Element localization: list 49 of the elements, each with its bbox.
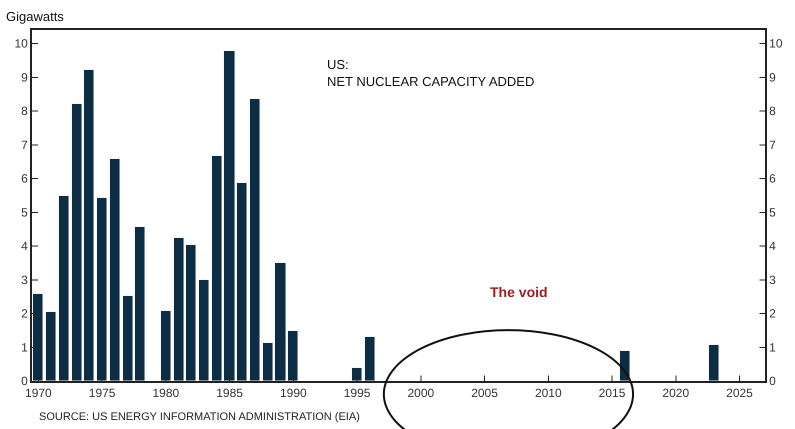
bar bbox=[46, 312, 56, 381]
y2-tick-label: 7 bbox=[769, 138, 776, 152]
x-tick-label: 2020 bbox=[662, 386, 690, 400]
y2-tick-label: 2 bbox=[769, 306, 776, 321]
bar bbox=[58, 196, 69, 381]
source-note: SOURCE: US ENERGY INFORMATION ADMINISTRATION (EIA) bbox=[39, 411, 360, 423]
y-tick-label: 8 bbox=[21, 104, 28, 118]
y-tick-label: 1 bbox=[21, 340, 28, 354]
x-tick-label: 1995 bbox=[344, 386, 371, 400]
bar bbox=[250, 98, 260, 381]
y-tick-label: 2 bbox=[21, 306, 28, 321]
y2-tick-label: 5 bbox=[769, 205, 776, 220]
y2-tick-label: 9 bbox=[769, 70, 776, 84]
bar bbox=[198, 280, 209, 381]
x-tick-label: 2005 bbox=[471, 386, 498, 400]
y2-tick-label: 0 bbox=[769, 374, 776, 388]
x-tick-label: 1975 bbox=[88, 386, 116, 400]
annotation: The void bbox=[490, 284, 548, 300]
x-tick-label: 1985 bbox=[216, 386, 244, 400]
y2-tick-label: 6 bbox=[769, 172, 776, 186]
y2-tick-label: 4 bbox=[769, 239, 776, 254]
y-tick-label: 5 bbox=[21, 205, 28, 220]
bar bbox=[96, 198, 107, 381]
bar bbox=[110, 158, 120, 381]
bar bbox=[708, 344, 719, 381]
y-tick-label: 9 bbox=[21, 70, 28, 84]
x-tick-label: 1990 bbox=[280, 386, 307, 400]
y-tick-label: 4 bbox=[21, 239, 28, 254]
bar bbox=[364, 336, 375, 381]
y-tick-label: 0 bbox=[21, 374, 28, 388]
y2-tick-label: 10 bbox=[769, 36, 783, 51]
y-tick-label: 7 bbox=[21, 138, 28, 152]
x-tick-label: 2000 bbox=[407, 386, 434, 400]
y2-tick-label: 1 bbox=[769, 340, 776, 354]
y2-tick-label: 3 bbox=[769, 272, 776, 287]
y-tick-label: 6 bbox=[21, 172, 28, 186]
bar bbox=[160, 310, 171, 381]
y2-tick-label: 8 bbox=[769, 104, 776, 118]
bar bbox=[32, 294, 43, 381]
x-tick-label: 2010 bbox=[534, 386, 562, 400]
y-axis-title: Gigawatts bbox=[6, 9, 64, 24]
text: US: NET NUCLEAR CAPACITY ADDED bbox=[327, 57, 534, 89]
y-tick-label: 3 bbox=[21, 272, 28, 287]
x-tick-label: 2015 bbox=[598, 386, 626, 400]
y-tick-label: 10 bbox=[14, 36, 28, 51]
x-tick-label: 1970 bbox=[25, 386, 52, 400]
bar bbox=[352, 368, 362, 381]
x-tick-label: 1980 bbox=[152, 386, 180, 400]
x-tick-label: 2025 bbox=[726, 386, 754, 400]
